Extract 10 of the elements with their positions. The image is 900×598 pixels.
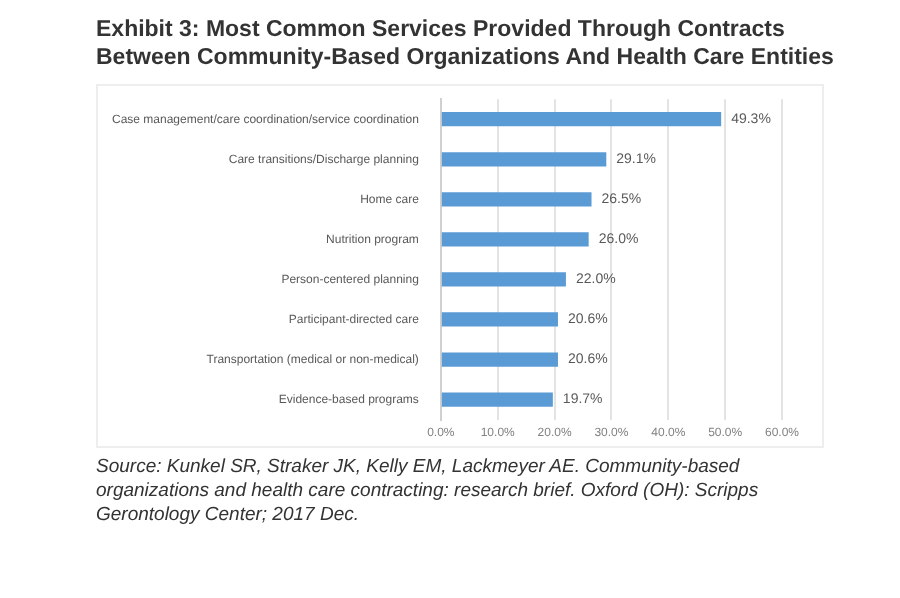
chart-title: Exhibit 3: Most Common Services Provided Through Contracts Between Community-Based Organizations And Health Care Entities <box>96 16 836 72</box>
bar <box>441 352 558 367</box>
bar <box>441 112 722 127</box>
bar <box>441 232 589 247</box>
source-note: Source: Kunkel SR, Straker JK, Kelly EM, Lackmeyer AE. Community-based organizations and health care contracting: research brief. Oxford (OH): Scripps Gerontology Center; 2017 Dec. <box>96 456 761 528</box>
bar <box>441 152 607 167</box>
bar <box>441 272 566 287</box>
bar <box>441 392 553 407</box>
bar <box>441 192 592 207</box>
bar <box>441 312 558 327</box>
